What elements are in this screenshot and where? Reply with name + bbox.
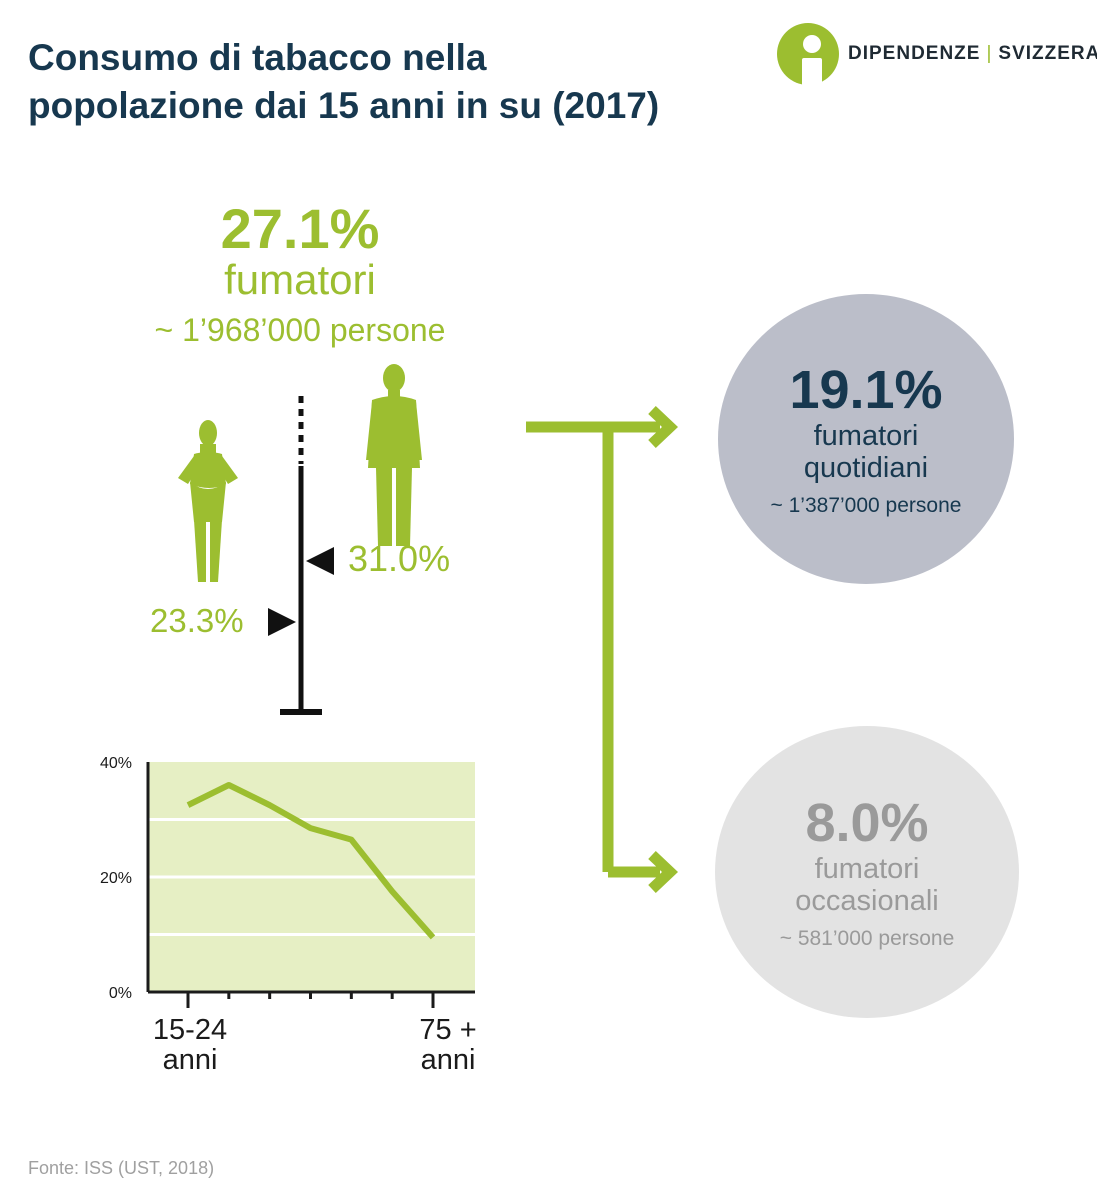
x-label-first: 15-24 anni bbox=[140, 1015, 240, 1075]
x-label-first-line2: anni bbox=[162, 1044, 218, 1076]
occasional-label-1: fumatori bbox=[814, 853, 920, 885]
smokers-people: ~ 1’968’000 persone bbox=[154, 312, 446, 348]
male-percent: 31.0% bbox=[348, 538, 451, 579]
series-line bbox=[186, 782, 436, 940]
gender-gauge bbox=[178, 364, 422, 715]
occasional-smokers-circle: 8.0% fumatori occasionali ~ 581’000 pers… bbox=[715, 726, 1019, 1018]
daily-smokers-circle: 19.1% fumatori quotidiani ~ 1’387’000 pe… bbox=[718, 294, 1014, 584]
logo-icon bbox=[777, 23, 839, 86]
male-marker-icon bbox=[306, 547, 334, 575]
title-line-1: Consumo di tabacco nella bbox=[28, 37, 487, 78]
y-tick-label: 0% bbox=[109, 985, 132, 1002]
x-label-last: 75 + anni bbox=[398, 1015, 498, 1075]
smokers-label: fumatori bbox=[224, 256, 376, 303]
daily-people: ~ 1’387’000 persone bbox=[770, 494, 962, 517]
x-label-last-line1: 75 + bbox=[419, 1014, 477, 1046]
smokers-percent: 27.1% bbox=[220, 197, 380, 260]
y-tick-label: 40% bbox=[100, 755, 132, 772]
brand-name: DIPENDENZE | SVIZZERA bbox=[848, 43, 1097, 65]
y-tick-label: 20% bbox=[100, 870, 132, 887]
female-marker-icon bbox=[268, 608, 296, 636]
daily-label-1: fumatori bbox=[813, 420, 919, 452]
x-label-first-line1: 15-24 bbox=[152, 1014, 228, 1046]
x-label-last-line2: anni bbox=[420, 1044, 476, 1076]
page-title: Consumo di tabacco nella popolazione dai… bbox=[28, 34, 788, 130]
daily-label-2: quotidiani bbox=[803, 452, 929, 484]
arrow-head-bottom-icon bbox=[648, 851, 679, 893]
daily-percent: 19.1% bbox=[789, 360, 943, 420]
brand-separator: | bbox=[986, 43, 993, 64]
female-percent: 23.3% bbox=[150, 602, 244, 639]
occasional-people: ~ 581’000 persone bbox=[779, 927, 955, 950]
title-line-2: popolazione dai 15 anni in su (2017) bbox=[28, 85, 660, 126]
age-line-chart: 0% 20% 40% bbox=[100, 755, 475, 1008]
arrow-head-top-icon bbox=[648, 406, 679, 448]
brand-part2: SVIZZERA bbox=[998, 43, 1097, 64]
brand-part1: DIPENDENZE bbox=[848, 43, 981, 64]
woman-silhouette-icon bbox=[178, 420, 238, 582]
source-note: Fonte: ISS (UST, 2018) bbox=[28, 1158, 215, 1178]
occasional-label-2: occasionali bbox=[795, 885, 939, 917]
occasional-percent: 8.0% bbox=[805, 793, 929, 853]
connector-arrows bbox=[526, 406, 679, 893]
man-silhouette-icon bbox=[366, 364, 422, 546]
